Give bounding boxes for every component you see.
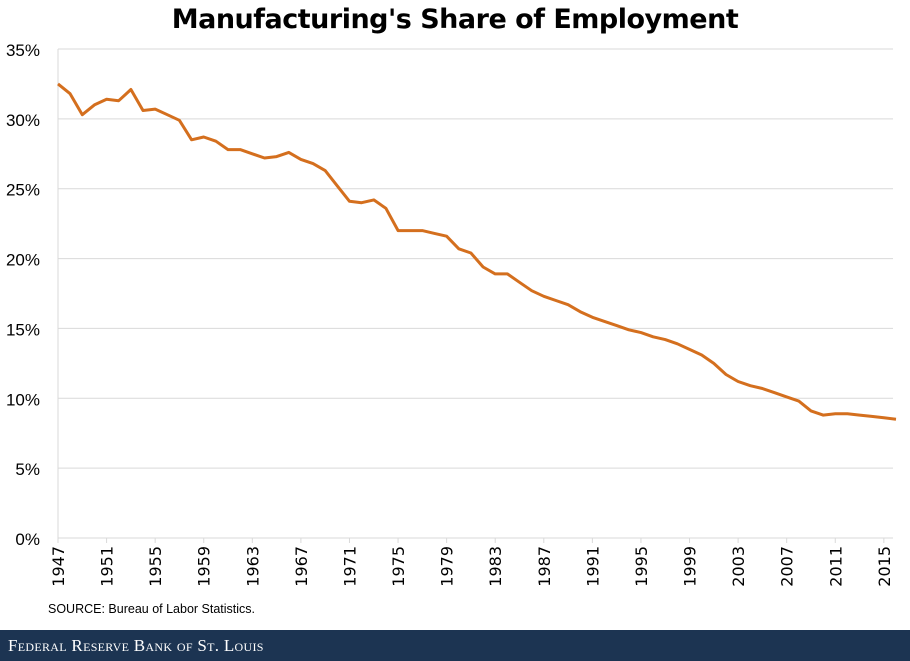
x-tick-label: 1991 [583,546,602,587]
y-tick-label: 25% [6,181,40,200]
x-tick-label: 2007 [778,546,797,587]
y-tick-label: 35% [6,41,40,60]
line-chart: 0% 5% 10% 15% 20% 25% 30% 35% 1947 1951 1955 1959 19… [6,41,897,587]
y-tick-label: 5% [15,460,40,479]
series-line [57,82,897,421]
x-tick-label: 2011 [826,546,845,587]
x-tick-label: 1951 [98,546,117,587]
x-tick-label: 1963 [243,546,262,587]
x-tick-label: 1979 [438,546,457,587]
y-tick-label: 10% [6,390,40,409]
x-tick-label: 2003 [729,546,748,587]
y-tick-label: 30% [6,111,40,130]
y-tick-label: 0% [15,530,40,549]
x-tick-label: 1999 [681,546,700,587]
y-tick-label: 15% [6,320,40,339]
x-tick-label: 1959 [195,546,214,587]
x-tick-label: 2015 [875,546,894,587]
y-tick-label: 20% [6,251,40,270]
source-note: SOURCE: Bureau of Labor Statistics. [48,602,256,616]
fed-logo-text: Federal Reserve Bank of St. Louis [8,636,264,655]
x-tick-label: 1983 [486,546,505,587]
x-tick-label: 1975 [389,546,408,587]
x-tick-label: 1947 [49,546,68,587]
footer-banner: Federal Reserve Bank of St. Louis [0,630,910,661]
x-tick-label: 1971 [340,546,359,587]
x-tick-label: 1995 [632,546,651,587]
x-tick-label: 1987 [535,546,554,587]
x-tick-label: 1967 [292,546,311,587]
x-tick-label: 1955 [146,546,165,587]
chart-title: Manufacturing's Share of Employment [171,4,739,35]
